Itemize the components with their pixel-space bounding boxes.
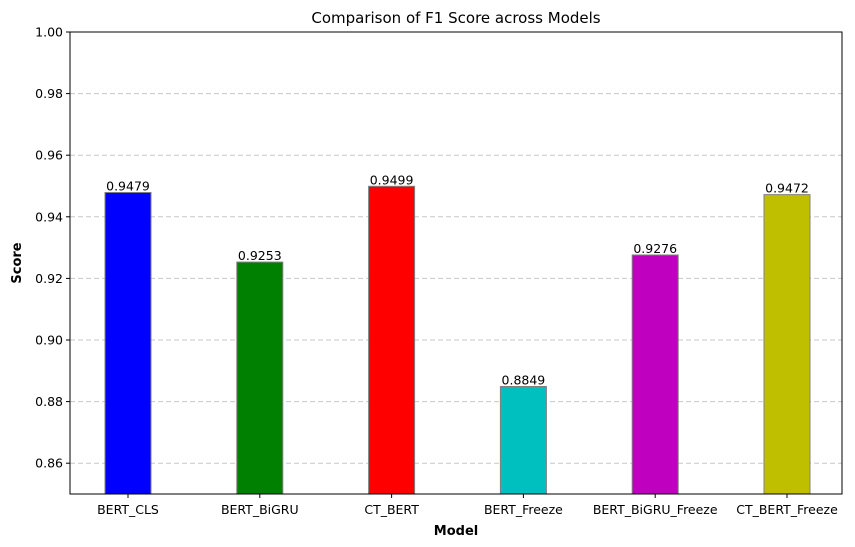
x-tick-label: BERT_BiGRU (221, 502, 299, 517)
x-tick-label: BERT_CLS (97, 502, 159, 517)
y-tick-label: 0.94 (35, 209, 63, 224)
data-label: 0.9253 (238, 248, 282, 263)
y-tick-label: 1.00 (35, 25, 63, 40)
chart-title: Comparison of F1 Score across Models (311, 9, 600, 27)
bar-ct-bert (368, 185, 416, 495)
y-tick-label: 0.96 (35, 148, 63, 163)
x-tick-label: BERT_Freeze (484, 502, 563, 517)
y-tick-label: 0.86 (35, 456, 63, 471)
plot-frame (69, 31, 843, 495)
y-tick-label: 0.92 (35, 271, 63, 286)
y-tick-label: 0.98 (35, 86, 63, 101)
data-label: 0.9472 (765, 181, 809, 196)
data-label: 0.9479 (106, 178, 150, 193)
bar-bert-freeze (499, 386, 547, 495)
bars (104, 185, 811, 495)
y-axis-label: Score (10, 242, 25, 283)
bar-bert-bigru-freeze (631, 254, 679, 495)
x-axis-ticks: BERT_CLS BERT_BiGRU CT_BERT BERT_Freeze BERT… (97, 494, 838, 517)
y-tick-label: 0.90 (35, 333, 63, 348)
x-tick-label: BERT_BiGRU_Freeze (593, 502, 718, 517)
data-label: 0.9499 (370, 172, 414, 187)
grid-lines (70, 93, 842, 464)
x-axis-label: Model (434, 524, 478, 539)
data-label: 0.8849 (502, 373, 546, 388)
bar-ct-bert-freeze (763, 194, 811, 495)
data-labels: 0.9479 0.9253 0.9499 0.8849 0.9276 0.9472 (106, 172, 809, 387)
x-tick-label: CT_BERT_Freeze (736, 502, 838, 517)
bar-bert-cls (104, 191, 152, 495)
y-axis-ticks: 0.86 0.88 0.90 0.92 0.94 0.96 0.98 1.00 (35, 25, 70, 471)
data-label: 0.9276 (633, 241, 677, 256)
x-tick-label: CT_BERT (364, 502, 419, 517)
y-tick-label: 0.88 (35, 394, 63, 409)
bar-bert-bigru (236, 261, 284, 495)
